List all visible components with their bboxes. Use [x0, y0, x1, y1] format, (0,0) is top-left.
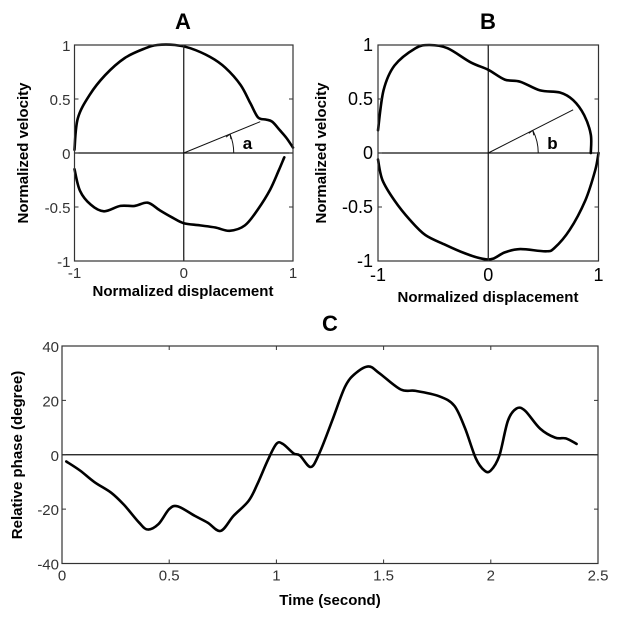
- panel-b-xlabel: Normalized displacement: [398, 289, 579, 306]
- y-tick-label: -1: [357, 251, 373, 271]
- y-tick-label: -40: [37, 557, 59, 574]
- series-line-upper-branch: [376, 43, 593, 155]
- panel-c-ylabel: Relative phase (degree): [9, 371, 26, 539]
- phase-angle-ray: [183, 121, 261, 154]
- panel-a-xlabel: Normalized displacement: [93, 283, 274, 300]
- y-tick-label: 0.5: [50, 92, 71, 109]
- x-tick-label: 1.5: [373, 568, 394, 585]
- y-tick-label: 1: [62, 38, 70, 55]
- x-tick-label: 1: [272, 568, 280, 585]
- panel-a-annotation: a: [183, 121, 261, 154]
- panel-c-ticks: 0 0.5 1 1.5 2 2.5 40 20 0 -20 -40: [37, 339, 608, 585]
- x-tick-label: 0: [180, 265, 188, 282]
- x-tick-label: 1: [593, 265, 603, 285]
- x-tick-label: 0.5: [159, 568, 180, 585]
- x-tick-label: 2.5: [588, 568, 609, 585]
- series-line-relative-phase: [65, 365, 578, 533]
- panel-a-curves: [73, 43, 295, 233]
- y-tick-label: 0: [51, 448, 59, 465]
- panel-c-xlabel: Time (second): [279, 592, 380, 609]
- panel-a-ylabel: Normalized velocity: [15, 82, 32, 224]
- y-tick-label: 40: [42, 339, 59, 356]
- series-line-lower-branch: [376, 151, 600, 261]
- x-tick-label: 2: [487, 568, 495, 585]
- panel-a-ticks: -1 0 1 1 0.5 0 -0.5 -1: [45, 38, 298, 282]
- panel-c-title: C: [322, 311, 338, 336]
- series-line-lower-branch: [73, 156, 286, 233]
- panel-c-curves: [65, 365, 578, 533]
- y-tick-label: 20: [42, 393, 59, 410]
- panel-a-title: A: [175, 9, 191, 34]
- panel-b: B b -1 0 1 1 0.5 0 -0.5 -1 Normalized displacem…: [313, 9, 604, 306]
- series-line-upper-branch: [73, 43, 295, 152]
- x-tick-label: -1: [68, 265, 81, 282]
- panel-b-ylabel: Normalized velocity: [313, 82, 330, 224]
- panel-b-curves: [376, 43, 600, 261]
- angle-label: a: [243, 134, 253, 153]
- angle-label: b: [547, 134, 557, 153]
- x-tick-label: -1: [370, 265, 386, 285]
- arrowhead-icon: [528, 129, 535, 136]
- y-tick-label: -20: [37, 502, 59, 519]
- y-tick-label: 1: [363, 35, 373, 55]
- y-tick-label: -1: [57, 254, 70, 271]
- y-tick-label: 0.5: [348, 89, 373, 109]
- y-tick-label: -0.5: [342, 197, 373, 217]
- x-tick-label: 0: [58, 568, 66, 585]
- x-tick-label: 1: [289, 265, 297, 282]
- panel-a: A a -1 0 1 1 0.5 0 -0.5 -1 Normalized displacem…: [15, 9, 297, 300]
- y-tick-label: 0: [363, 143, 373, 163]
- y-tick-label: -0.5: [45, 200, 71, 217]
- panel-b-ticks: -1 0 1 1 0.5 0 -0.5 -1: [342, 35, 604, 285]
- y-tick-label: 0: [62, 146, 70, 163]
- panel-b-annotation: b: [488, 109, 574, 154]
- panel-b-title: B: [480, 9, 496, 34]
- arrowhead-icon: [225, 133, 232, 140]
- x-tick-label: 0: [483, 265, 493, 285]
